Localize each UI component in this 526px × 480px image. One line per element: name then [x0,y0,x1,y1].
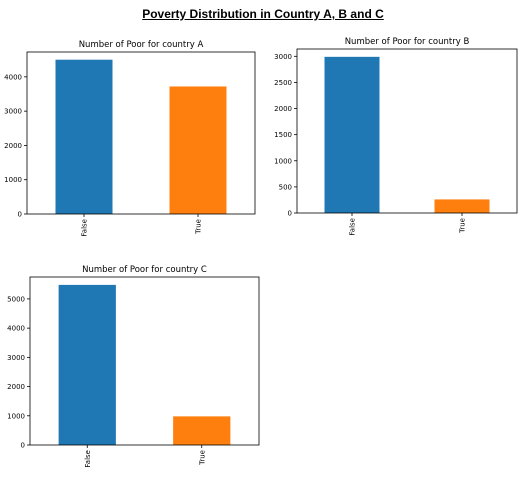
chart-1-ytick-label-0: 0 [288,210,292,218]
chart-2-xtick-label-false: False [84,450,92,468]
chart-0-ytick-label-0: 0 [18,211,22,219]
chart-1-bar-true [434,199,490,213]
chart-2-ytick-label-1: 1000 [7,412,25,420]
chart-2-xtick-label-true: True [198,450,206,466]
chart-2-ytick-label-0: 0 [21,442,25,450]
chart-2-ytick-label-3: 3000 [7,354,25,362]
chart-1-ytick-label-1: 500 [279,183,292,191]
chart-2-ytick-label-5: 5000 [7,295,25,303]
chart-0-ytick-label-4: 4000 [4,73,22,81]
chart-1-xtick-label-false: False [349,218,357,236]
chart-0-bar-true [169,86,227,214]
chart-1-ytick-label-5: 2500 [274,79,292,87]
subplot-country-a: Number of Poor for country A False True 0 10… [4,40,256,237]
chart-1-ytick-label-2: 1000 [274,157,292,165]
chart-2-ytick-label-2: 2000 [7,383,25,391]
chart-1-title: Number of Poor for country B [345,37,470,47]
chart-2-title: Number of Poor for country C [82,265,207,275]
chart-0-xtick-label-true: True [195,219,203,235]
chart-1-ytick-label-3: 1500 [274,131,292,139]
chart-1-xtick-label-true: True [459,218,467,234]
chart-0-axes-frame [26,51,256,215]
chart-0-ytick-label-1: 1000 [4,176,22,184]
chart-0-xtick-label-false: False [81,219,89,237]
subplot-country-b: Number of Poor for country B False True 0 50… [274,37,518,236]
chart-1-ytick-label-4: 2000 [274,105,292,113]
chart-0-title: Number of Poor for country A [79,40,204,50]
chart-1-ytick-label-6: 3000 [274,53,292,61]
chart-0-ytick-label-2: 2000 [4,142,22,150]
chart-2-ytick-label-4: 4000 [7,325,25,333]
chart-1-bar-false [324,56,380,213]
chart-0-bar-false [55,59,113,214]
chart-1-axes-frame [296,48,518,214]
chart-0-ytick-label-3: 3000 [4,108,22,116]
chart-2-axes-frame [29,276,260,446]
chart-2-bar-true [173,416,231,445]
chart-2-bar-false [58,284,116,445]
subplot-country-c: Number of Poor for country C False True 0 10… [7,265,260,468]
page-title: Poverty Distribution in Country A, B and… [142,7,384,21]
